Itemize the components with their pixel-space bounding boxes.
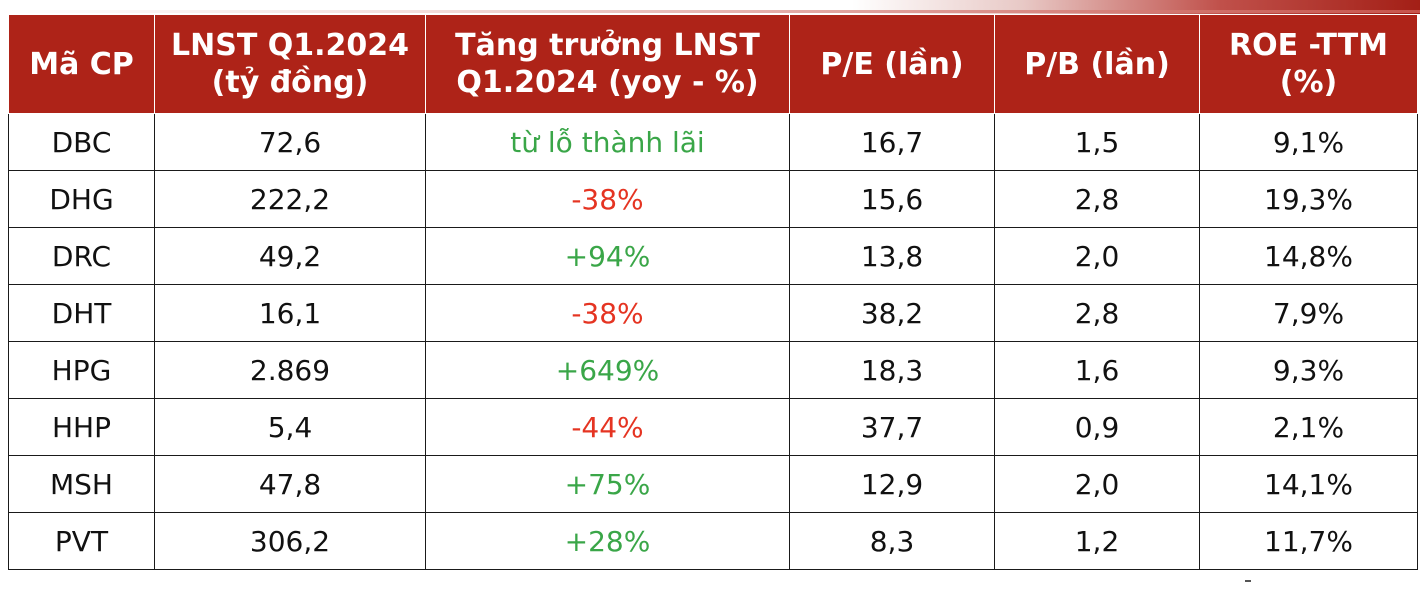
header-pb: P/B (lần) xyxy=(994,14,1200,114)
cell-roe: 2,1% xyxy=(1199,398,1418,456)
header-ticker: Mã CP xyxy=(8,14,155,114)
cell-growth: từ lỗ thành lãi xyxy=(425,113,790,171)
header-pe: P/E (lần) xyxy=(789,14,995,114)
table-row: DBC 72,6 từ lỗ thành lãi 16,7 1,5 9,1% xyxy=(8,113,1418,171)
cell-pb: 1,2 xyxy=(994,512,1200,570)
cell-roe: 9,3% xyxy=(1199,341,1418,399)
cell-growth: +28% xyxy=(425,512,790,570)
cell-profit: 47,8 xyxy=(154,455,426,513)
cell-ticker: MSH xyxy=(8,455,155,513)
cell-pb: 2,0 xyxy=(994,455,1200,513)
cell-profit: 306,2 xyxy=(154,512,426,570)
cell-pb: 2,8 xyxy=(994,284,1200,342)
cell-growth: +75% xyxy=(425,455,790,513)
table-row: HHP 5,4 -44% 37,7 0,9 2,1% xyxy=(8,398,1418,456)
header-roe-line1: ROE -TTM xyxy=(1228,28,1389,63)
table-body: DBC 72,6 từ lỗ thành lãi 16,7 1,5 9,1% DHG 222,… xyxy=(8,113,1418,570)
decorative-top-line xyxy=(0,10,1420,13)
cell-pe: 12,9 xyxy=(789,455,995,513)
header-pe-label: P/E (lần) xyxy=(820,46,964,82)
table-row: HPG 2.869 +649% 18,3 1,6 9,3% xyxy=(8,341,1418,399)
header-ticker-label: Mã CP xyxy=(29,46,134,82)
cell-ticker: DHG xyxy=(8,170,155,228)
cell-pb: 1,5 xyxy=(994,113,1200,171)
table-row: DHT 16,1 -38% 38,2 2,8 7,9% xyxy=(8,284,1418,342)
header-pb-label: P/B (lần) xyxy=(1024,46,1170,82)
cell-pe: 37,7 xyxy=(789,398,995,456)
cell-ticker: HPG xyxy=(8,341,155,399)
header-profit-line2: (tỷ đồng) xyxy=(211,65,369,100)
table-row: PVT 306,2 +28% 8,3 1,2 11,7% xyxy=(8,512,1418,570)
cell-profit: 5,4 xyxy=(154,398,426,456)
cell-pb: 2,0 xyxy=(994,227,1200,285)
header-growth: Tăng trưởng LNST Q1.2024 (yoy - %) xyxy=(425,14,790,114)
header-profit: LNST Q1.2024 (tỷ đồng) xyxy=(154,14,426,114)
cell-ticker: PVT xyxy=(8,512,155,570)
cell-ticker: HHP xyxy=(8,398,155,456)
cell-pb: 1,6 xyxy=(994,341,1200,399)
cell-profit: 49,2 xyxy=(154,227,426,285)
cell-profit: 222,2 xyxy=(154,170,426,228)
cell-pb: 2,8 xyxy=(994,170,1200,228)
cell-roe: 11,7% xyxy=(1199,512,1418,570)
cell-ticker: DBC xyxy=(8,113,155,171)
cell-growth: -38% xyxy=(425,284,790,342)
header-profit-line1: LNST Q1.2024 xyxy=(170,28,409,63)
table-row: MSH 47,8 +75% 12,9 2,0 14,1% xyxy=(8,455,1418,513)
cell-growth: +94% xyxy=(425,227,790,285)
cell-roe: 7,9% xyxy=(1199,284,1418,342)
cell-roe: 19,3% xyxy=(1199,170,1418,228)
cell-ticker: DHT xyxy=(8,284,155,342)
cell-profit: 2.869 xyxy=(154,341,426,399)
header-roe-line2: (%) xyxy=(1279,65,1338,100)
cell-pe: 18,3 xyxy=(789,341,995,399)
stock-metrics-table: Mã CP LNST Q1.2024 (tỷ đồng) Tăng trưởng… xyxy=(8,14,1418,570)
cell-pe: 38,2 xyxy=(789,284,995,342)
table-row: DHG 222,2 -38% 15,6 2,8 19,3% xyxy=(8,170,1418,228)
cell-roe: 14,1% xyxy=(1199,455,1418,513)
header-growth-line1: Tăng trưởng LNST xyxy=(455,28,760,63)
cell-pe: 8,3 xyxy=(789,512,995,570)
header-growth-line2: Q1.2024 (yoy - %) xyxy=(456,65,759,100)
cell-growth: -44% xyxy=(425,398,790,456)
decorative-corner-mark xyxy=(1245,580,1251,585)
header-row: Mã CP LNST Q1.2024 (tỷ đồng) Tăng trưởng… xyxy=(8,14,1418,114)
cell-pb: 0,9 xyxy=(994,398,1200,456)
cell-pe: 15,6 xyxy=(789,170,995,228)
cell-roe: 14,8% xyxy=(1199,227,1418,285)
cell-pe: 13,8 xyxy=(789,227,995,285)
cell-pe: 16,7 xyxy=(789,113,995,171)
cell-ticker: DRC xyxy=(8,227,155,285)
table-row: DRC 49,2 +94% 13,8 2,0 14,8% xyxy=(8,227,1418,285)
cell-profit: 72,6 xyxy=(154,113,426,171)
cell-profit: 16,1 xyxy=(154,284,426,342)
cell-growth: +649% xyxy=(425,341,790,399)
cell-growth: -38% xyxy=(425,170,790,228)
cell-roe: 9,1% xyxy=(1199,113,1418,171)
header-roe: ROE -TTM (%) xyxy=(1199,14,1418,114)
